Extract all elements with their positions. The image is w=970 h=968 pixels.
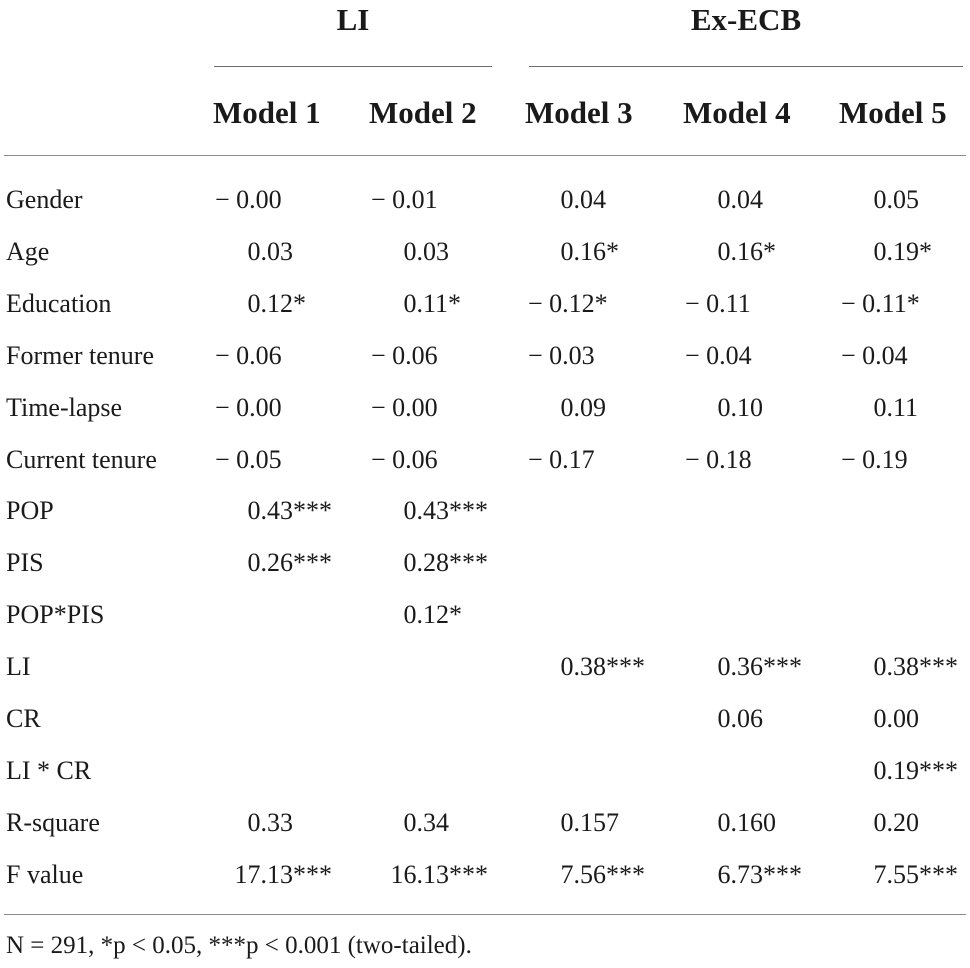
- row-label: PIS: [6, 548, 44, 577]
- cell-model-3: 0.157: [528, 808, 620, 837]
- table-row: Current tenure − 0.05 − 0.06 − 0.17 − 0.…: [0, 434, 970, 486]
- cell-model-4: 0.06: [685, 704, 764, 733]
- row-label: R-square: [6, 808, 100, 837]
- table-row: Education 0.12* 0.11* − 0.12* − 0.11 − 0…: [0, 278, 970, 330]
- cell-model-4: 6.73***: [685, 860, 803, 889]
- cell-model-4: 0.16*: [685, 237, 777, 266]
- row-label: F value: [6, 860, 84, 889]
- model-header-1: Model 1: [213, 95, 321, 130]
- cell-model-5: − 0.04: [841, 341, 908, 370]
- group-rule-ex-ecb: [529, 66, 963, 67]
- group-header-li: LI: [336, 2, 370, 37]
- cell-model-3: 0.04: [528, 185, 607, 214]
- cell-model-5: − 0.11*: [841, 289, 920, 318]
- cell-model-1: − 0.06: [215, 341, 282, 370]
- cell-model-4: 0.10: [685, 393, 764, 422]
- model-header-5: Model 5: [839, 95, 947, 130]
- cell-model-1: − 0.00: [215, 185, 282, 214]
- cell-model-2: − 0.06: [371, 445, 438, 474]
- cell-model-2: − 0.00: [371, 393, 438, 422]
- group-rule-li: [214, 66, 492, 67]
- table-row: R-square 0.33 0.34 0.157 0.160 0.20: [0, 797, 970, 849]
- cell-model-3: − 0.12*: [528, 289, 608, 318]
- cell-model-5: 0.38***: [841, 652, 959, 681]
- cell-model-2: 0.11*: [371, 289, 462, 318]
- row-label: LI: [6, 652, 31, 681]
- model-header-2: Model 2: [369, 95, 477, 130]
- cell-model-5: 0.19***: [841, 756, 959, 785]
- row-label: Time-lapse: [6, 393, 123, 422]
- row-label: Gender: [6, 185, 83, 214]
- cell-model-3: − 0.17: [528, 445, 595, 474]
- table-row: Time-lapse − 0.00 − 0.00 0.09 0.10 0.11: [0, 382, 970, 434]
- table-row: CR 0.06 0.00: [0, 693, 970, 745]
- cell-model-4: − 0.18: [685, 445, 752, 474]
- cell-model-2: 16.13***: [371, 860, 489, 889]
- table-row: Age 0.03 0.03 0.16* 0.16* 0.19*: [0, 226, 970, 278]
- cell-model-1: − 0.05: [215, 445, 282, 474]
- group-header-ex-ecb: Ex-ECB: [690, 2, 802, 37]
- cell-model-4: 0.04: [685, 185, 764, 214]
- cell-model-5: 0.20: [841, 808, 920, 837]
- cell-model-1: 0.33: [215, 808, 294, 837]
- cell-model-4: − 0.11: [685, 289, 751, 318]
- cell-model-2: − 0.01: [371, 185, 438, 214]
- table-row: POP 0.43*** 0.43***: [0, 485, 970, 537]
- table-row: POP*PIS 0.12*: [0, 589, 970, 641]
- table-row: LI 0.38*** 0.36*** 0.38***: [0, 641, 970, 693]
- table-row: PIS 0.26*** 0.28***: [0, 537, 970, 589]
- row-label: Age: [6, 237, 50, 266]
- table-bottom-rule: [4, 914, 966, 915]
- table-row: Former tenure − 0.06 − 0.06 − 0.03 − 0.0…: [0, 330, 970, 382]
- cell-model-4: − 0.04: [685, 341, 752, 370]
- table-top-rule: [4, 155, 966, 156]
- cell-model-2: 0.34: [371, 808, 450, 837]
- row-label: CR: [6, 704, 41, 733]
- table-row: Gender − 0.00 − 0.01 0.04 0.04 0.05: [0, 174, 970, 226]
- row-label: Education: [6, 289, 112, 318]
- cell-model-1: 0.12*: [215, 289, 307, 318]
- cell-model-5: 0.00: [841, 704, 920, 733]
- model-header-4: Model 4: [683, 95, 791, 130]
- table-row: LI * CR 0.19***: [0, 745, 970, 797]
- cell-model-4: 0.160: [685, 808, 777, 837]
- cell-model-2: 0.28***: [371, 548, 489, 577]
- cell-model-5: − 0.19: [841, 445, 908, 474]
- cell-model-2: 0.43***: [371, 496, 489, 525]
- cell-model-4: 0.36***: [685, 652, 803, 681]
- cell-model-2: − 0.06: [371, 341, 438, 370]
- row-label: POP*PIS: [6, 600, 105, 629]
- table-row: F value 17.13*** 16.13*** 7.56*** 6.73**…: [0, 849, 970, 901]
- cell-model-1: − 0.00: [215, 393, 282, 422]
- row-label: Former tenure: [6, 341, 155, 370]
- cell-model-3: − 0.03: [528, 341, 595, 370]
- cell-model-3: 0.09: [528, 393, 607, 422]
- row-label: Current tenure: [6, 445, 157, 474]
- cell-model-1: 0.03: [215, 237, 294, 266]
- cell-model-5: 0.11: [841, 393, 919, 422]
- cell-model-5: 0.19*: [841, 237, 933, 266]
- cell-model-1: 0.43***: [215, 496, 333, 525]
- cell-model-3: 0.16*: [528, 237, 620, 266]
- table-footnote: N = 291, *p < 0.05, ***p < 0.001 (two-ta…: [6, 932, 472, 959]
- cell-model-2: 0.12*: [371, 600, 463, 629]
- cell-model-5: 0.05: [841, 185, 920, 214]
- cell-model-2: 0.03: [371, 237, 450, 266]
- cell-model-1: 17.13***: [215, 860, 333, 889]
- model-header-3: Model 3: [525, 95, 633, 130]
- cell-model-3: 7.56***: [528, 860, 646, 889]
- cell-model-1: 0.26***: [215, 548, 333, 577]
- row-label: POP: [6, 496, 54, 525]
- row-label: LI * CR: [6, 756, 92, 785]
- cell-model-5: 7.55***: [841, 860, 959, 889]
- cell-model-3: 0.38***: [528, 652, 646, 681]
